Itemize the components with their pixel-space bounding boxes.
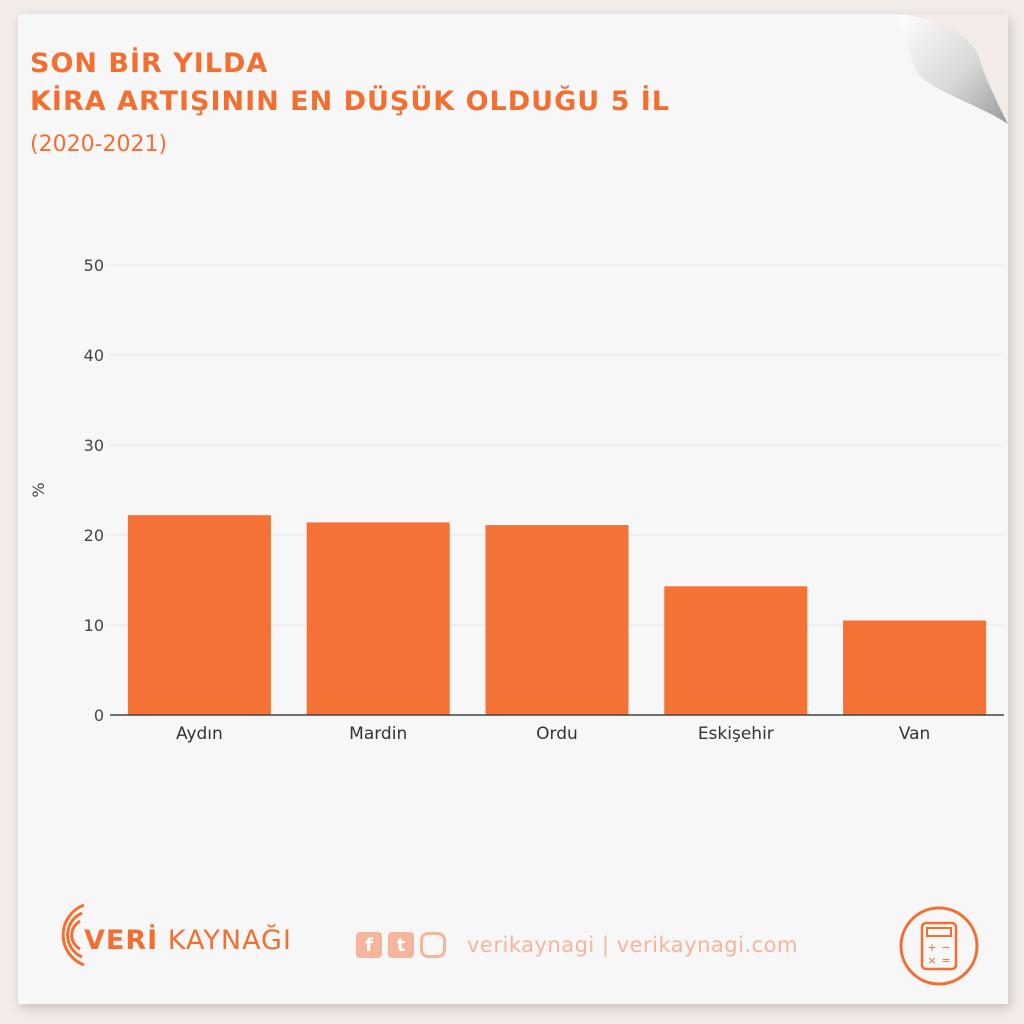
y-tick-label: 30 [84, 436, 104, 455]
chart-subtitle: (2020-2021) [30, 132, 168, 157]
calculator-icon: + − × = [899, 906, 979, 986]
chart-title-line2: KİRA ARTIŞININ EN DÜŞÜK OLDUĞU 5 İL [30, 86, 671, 117]
paper-background [18, 14, 1008, 1004]
svg-text:×: × [927, 954, 936, 967]
y-tick-label: 20 [84, 526, 104, 545]
y-tick-label: 10 [84, 616, 104, 635]
y-tick-label: 0 [94, 706, 104, 725]
social-handles: verikaynagi | verikaynagi.com [467, 933, 798, 957]
x-tick-label: Aydın [176, 724, 223, 744]
brand-logo-icon [61, 903, 85, 967]
x-tick-label: Van [899, 724, 931, 744]
brand-name: VERİ KAYNAĞI [84, 925, 292, 956]
x-tick-label: Mardin [349, 724, 407, 744]
svg-text:−: − [941, 941, 950, 954]
twitter-icon[interactable]: t [388, 932, 414, 958]
x-tick-label: Eskişehir [698, 724, 774, 744]
svg-text:=: = [941, 954, 950, 967]
brand-name-rest: KAYNAĞI [158, 925, 292, 956]
bar [843, 620, 987, 715]
social-icons: f t [356, 932, 446, 958]
brand-name-bold: VERİ [84, 925, 159, 956]
chart-title-line1: SON BİR YILDA [30, 48, 269, 79]
y-tick-label: 50 [84, 256, 104, 275]
bar [127, 515, 271, 715]
bar [664, 586, 808, 715]
bar-chart: 0 10 20 30 40 50% Aydın Mardin Ordu Eskişehir Van [29, 256, 1004, 744]
svg-text:+: + [927, 941, 936, 954]
bar [306, 522, 450, 715]
y-axis-label: % [29, 482, 48, 497]
bar [485, 525, 629, 715]
instagram-icon[interactable] [420, 932, 446, 958]
x-tick-label: Ordu [536, 724, 578, 744]
page-curl [898, 14, 1008, 124]
y-tick-label: 40 [84, 346, 104, 365]
facebook-icon[interactable]: f [356, 932, 382, 958]
